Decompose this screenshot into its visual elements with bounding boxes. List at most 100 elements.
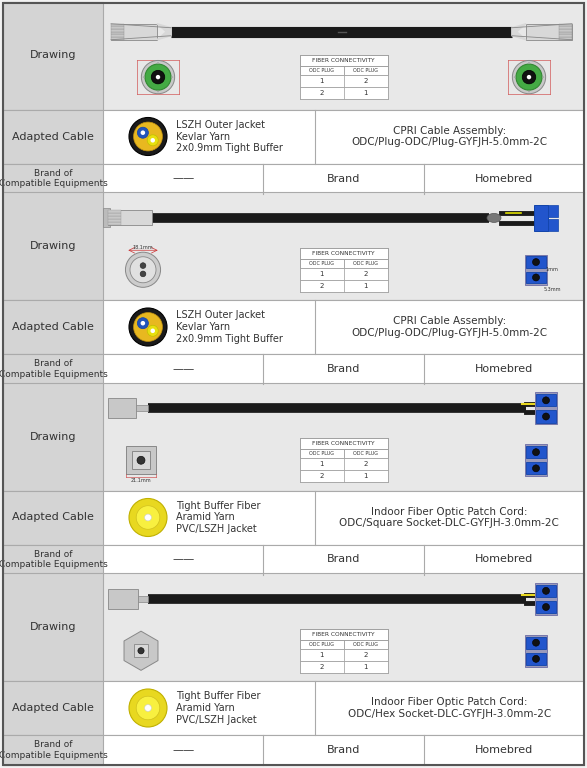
Text: FIBER CONNECTIVITY: FIBER CONNECTIVITY [312, 632, 375, 637]
Text: CPRI Cable Assembly:
ODC/Plug-ODC/Plug-GYFJH-5.0mm-2C: CPRI Cable Assembly: ODC/Plug-ODC/Plug-G… [351, 316, 548, 338]
Text: Brand of
Compatible Equipments: Brand of Compatible Equipments [0, 740, 107, 760]
Circle shape [140, 263, 146, 269]
Text: 1: 1 [363, 90, 367, 96]
Bar [299, 649, 387, 660]
Bar [3, 735, 584, 765]
Circle shape [140, 271, 146, 276]
Bar [3, 545, 103, 574]
Bar [111, 37, 124, 40]
Bar [525, 444, 547, 476]
Bar [548, 219, 558, 231]
Text: 21.1mm: 21.1mm [131, 478, 151, 483]
Circle shape [532, 465, 539, 472]
Bar [534, 205, 548, 231]
Bar [136, 406, 148, 412]
Bar [3, 573, 584, 681]
Text: 1: 1 [363, 473, 367, 479]
Bar [299, 439, 387, 449]
Bar [111, 29, 124, 31]
Text: 2: 2 [319, 90, 323, 96]
Text: ODC PLUG: ODC PLUG [309, 452, 334, 456]
Text: Brand: Brand [327, 745, 360, 755]
Text: Brand of
Compatible Equipments: Brand of Compatible Equipments [0, 550, 107, 569]
Circle shape [126, 252, 161, 287]
Polygon shape [157, 24, 171, 36]
Bar [299, 470, 343, 482]
Text: 2: 2 [363, 652, 367, 657]
Circle shape [129, 118, 167, 155]
Circle shape [137, 318, 149, 329]
Text: Adapted Cable: Adapted Cable [12, 131, 94, 141]
Bar [526, 637, 546, 649]
Circle shape [171, 76, 173, 78]
Bar [111, 24, 124, 26]
Text: Tight Buffer Fiber
Aramid Yarn
PVC/LSZH Jacket: Tight Buffer Fiber Aramid Yarn PVC/LSZH … [176, 501, 261, 534]
Text: Brand: Brand [327, 174, 360, 184]
Bar [3, 354, 103, 384]
Circle shape [130, 257, 156, 283]
Circle shape [532, 259, 539, 266]
Text: LSZH Outer Jacket
Kevlar Yarn
2x0.9mm Tight Buffer: LSZH Outer Jacket Kevlar Yarn 2x0.9mm Ti… [176, 310, 283, 343]
Bar [3, 192, 103, 300]
Text: 1: 1 [363, 283, 367, 289]
Bar [535, 392, 557, 425]
Text: FIBER CONNECTIVITY: FIBER CONNECTIVITY [312, 58, 375, 63]
Text: 18.1mm: 18.1mm [133, 245, 153, 250]
Text: 1mm: 1mm [545, 267, 558, 273]
Circle shape [147, 135, 158, 146]
Bar [299, 248, 387, 259]
Circle shape [542, 588, 549, 594]
Circle shape [138, 647, 144, 654]
Bar [108, 210, 152, 226]
Polygon shape [157, 28, 171, 40]
Bar [559, 31, 572, 35]
Circle shape [144, 514, 151, 521]
Bar [299, 640, 343, 649]
Text: ODC PLUG: ODC PLUG [309, 261, 334, 266]
Bar [3, 300, 103, 354]
Polygon shape [512, 24, 526, 36]
Text: ODC PLUG: ODC PLUG [353, 642, 378, 647]
Bar [548, 205, 558, 217]
Circle shape [532, 655, 539, 662]
Bar [3, 110, 103, 164]
Text: 2: 2 [363, 78, 367, 84]
Bar [299, 649, 343, 660]
Circle shape [129, 498, 167, 537]
Bar [3, 545, 584, 574]
Text: ODC PLUG: ODC PLUG [309, 642, 334, 647]
Bar [299, 280, 387, 292]
Bar [3, 110, 584, 164]
Text: 1: 1 [363, 664, 367, 670]
Circle shape [157, 62, 159, 64]
Bar [299, 458, 343, 470]
Circle shape [156, 75, 160, 79]
Bar [299, 629, 387, 640]
Text: 5.3mm: 5.3mm [543, 287, 561, 293]
Bar [299, 439, 387, 482]
Circle shape [141, 321, 145, 326]
Circle shape [145, 64, 171, 90]
Circle shape [512, 61, 546, 94]
Bar [3, 164, 103, 194]
Circle shape [137, 127, 149, 138]
Circle shape [129, 689, 167, 727]
Text: Adapted Cable: Adapted Cable [12, 322, 94, 332]
Circle shape [141, 131, 145, 135]
Bar [526, 653, 546, 665]
Text: 1: 1 [319, 462, 324, 467]
Bar [526, 462, 546, 475]
Bar [299, 458, 387, 470]
Bar [126, 446, 156, 475]
Circle shape [527, 75, 531, 79]
Text: Drawing: Drawing [30, 432, 76, 442]
Circle shape [532, 639, 539, 646]
Bar [299, 87, 343, 99]
Text: Brand: Brand [327, 554, 360, 564]
Bar [3, 164, 584, 194]
Bar [299, 268, 343, 280]
Bar [132, 452, 150, 469]
Bar [299, 660, 387, 673]
Bar [299, 259, 387, 268]
Text: CPRI Cable Assembly:
ODC/Plug-ODC/Plug-GYFJH-5.0mm-2C: CPRI Cable Assembly: ODC/Plug-ODC/Plug-G… [351, 126, 548, 147]
